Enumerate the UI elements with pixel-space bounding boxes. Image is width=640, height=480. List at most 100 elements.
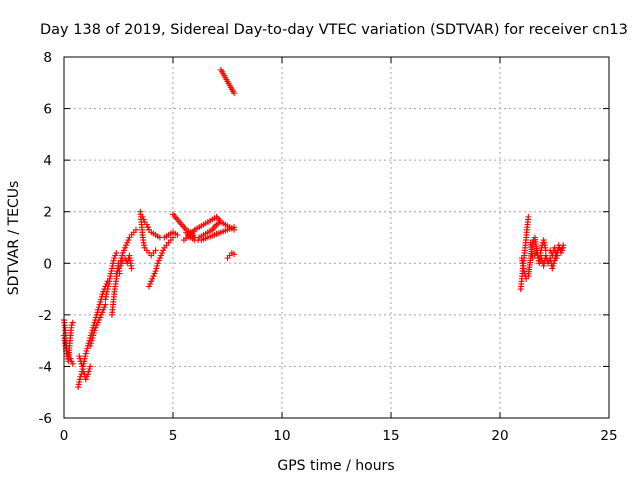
chart-title: Day 138 of 2019, Sidereal Day-to-day VTE… <box>40 22 628 38</box>
series-arc-21 <box>547 242 567 262</box>
data-point <box>139 213 146 220</box>
data-point <box>76 355 83 362</box>
data-point <box>146 283 153 290</box>
data-point <box>87 363 94 370</box>
plot-frame <box>63 56 610 419</box>
data-point <box>67 355 74 362</box>
data-point <box>143 221 150 228</box>
y-tick-label: 4 <box>43 153 52 169</box>
data-point <box>77 358 84 365</box>
data-point <box>124 239 131 246</box>
data-point <box>112 252 119 259</box>
data-point <box>98 311 105 318</box>
y-axis-label: SDTVAR / TECUs <box>6 181 22 296</box>
data-point <box>118 260 125 267</box>
data-point <box>231 224 238 231</box>
data-point <box>111 255 118 262</box>
data-point <box>549 265 556 272</box>
data-point <box>78 360 85 367</box>
data-point <box>90 332 97 339</box>
data-point <box>96 314 103 321</box>
data-point <box>99 309 106 316</box>
data-point <box>69 360 76 367</box>
x-tick-label: 10 <box>273 428 290 444</box>
data-point <box>79 366 86 373</box>
data-point <box>96 301 103 308</box>
data-point <box>550 262 557 269</box>
data-point <box>542 252 549 259</box>
data-point <box>559 247 566 254</box>
data-point <box>86 366 93 373</box>
data-point <box>231 90 238 97</box>
data-point <box>122 244 129 251</box>
series-arc-17 <box>217 66 238 97</box>
data-point <box>85 368 92 375</box>
data-point <box>83 373 90 380</box>
y-tick-label: 6 <box>43 102 52 118</box>
data-point <box>148 278 155 285</box>
data-point <box>84 345 91 352</box>
data-point <box>174 231 181 238</box>
data-point <box>113 270 120 277</box>
y-tick-label: -4 <box>39 359 52 375</box>
data-point <box>231 251 238 258</box>
data-point <box>114 268 121 275</box>
series-arc-16 <box>224 249 238 262</box>
data-point <box>550 260 557 267</box>
data-point <box>558 249 565 256</box>
x-tick-label: 25 <box>600 428 617 444</box>
data-point <box>140 216 147 223</box>
data-point <box>158 252 165 259</box>
data-point <box>125 237 132 244</box>
data-point <box>144 224 151 231</box>
y-tick-label: 2 <box>43 205 52 221</box>
x-tick-label: 20 <box>491 428 508 444</box>
data-point <box>91 327 98 334</box>
data-point <box>80 368 87 375</box>
data-point <box>95 317 102 324</box>
data-point <box>113 249 120 256</box>
data-point <box>76 353 83 360</box>
data-point <box>152 247 159 254</box>
data-point <box>119 252 126 259</box>
data-point <box>88 337 95 344</box>
data-point <box>93 322 100 329</box>
axis-ticks: 0 5 10 15 20 25 -6 -4 -2 0 2 4 6 8 <box>39 50 618 444</box>
y-tick-label: 8 <box>43 50 52 66</box>
data-point <box>525 213 532 220</box>
series-arc-20 <box>527 239 567 272</box>
data-point <box>160 247 167 254</box>
y-tick-label: -6 <box>39 411 52 427</box>
data-point <box>128 265 135 272</box>
data-point <box>153 265 160 272</box>
series-arc-18 <box>517 213 532 293</box>
data-point <box>97 298 104 305</box>
data-point <box>150 273 157 280</box>
data-point <box>82 376 89 383</box>
data-point <box>68 322 75 329</box>
x-tick-label: 0 <box>60 428 69 444</box>
series-arc-9 <box>117 226 139 264</box>
data-point <box>82 350 89 357</box>
data-point <box>560 244 567 251</box>
data-point <box>123 242 130 249</box>
data-point <box>117 262 124 269</box>
data-point <box>155 257 162 264</box>
data-point <box>95 304 102 311</box>
series-arc-8 <box>113 252 135 277</box>
data-point <box>170 234 176 241</box>
series-arc-4 <box>76 353 94 383</box>
x-tick-label: 15 <box>382 428 399 444</box>
data-point <box>151 270 158 277</box>
data-point <box>520 268 527 275</box>
data-point <box>84 371 91 378</box>
data-point <box>149 275 156 282</box>
series-arc-5 <box>87 301 109 349</box>
data-point <box>100 306 107 313</box>
data-point <box>118 255 125 262</box>
data-point <box>69 319 76 326</box>
data-point <box>120 247 127 254</box>
series-arc-12 <box>146 234 176 290</box>
data-point <box>95 306 102 313</box>
